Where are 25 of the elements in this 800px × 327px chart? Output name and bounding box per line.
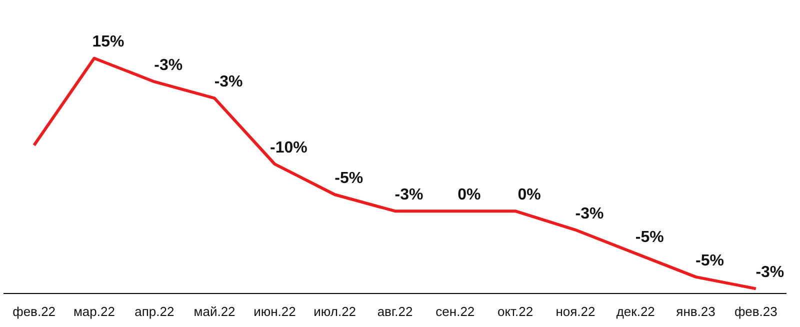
- x-tick-label: авг.22: [377, 304, 413, 319]
- x-tick-label: мар.22: [73, 304, 115, 319]
- annotation: -10%: [270, 139, 308, 156]
- x-tick-label: фев.22: [12, 304, 56, 319]
- annotation: -3%: [154, 57, 183, 74]
- x-tick-label: янв.23: [676, 304, 716, 319]
- x-tick-label: дек.22: [616, 304, 655, 319]
- x-tick-label: май.22: [194, 304, 236, 319]
- annotation: -3%: [214, 74, 243, 91]
- annotation: -5%: [696, 252, 724, 270]
- x-tick-label: сен.22: [436, 304, 475, 319]
- x-tick-label: июн.22: [254, 304, 296, 319]
- annotation: -5%: [635, 228, 664, 246]
- annotation: -3%: [394, 186, 424, 204]
- annotation: 15%: [92, 34, 124, 51]
- x-tick-label: фев.23: [734, 304, 778, 319]
- annotation: -3%: [575, 205, 604, 222]
- x-tick-label: июл.22: [314, 304, 356, 319]
- x-tick-label: окт.22: [497, 304, 534, 319]
- x-tick-label: ноя.22: [556, 304, 596, 319]
- annotation: -3%: [756, 264, 784, 282]
- annotation: -5%: [334, 170, 364, 188]
- annotation: 0%: [518, 186, 541, 204]
- annotation: 0%: [458, 186, 481, 204]
- x-tick-label: апр.22: [134, 304, 174, 319]
